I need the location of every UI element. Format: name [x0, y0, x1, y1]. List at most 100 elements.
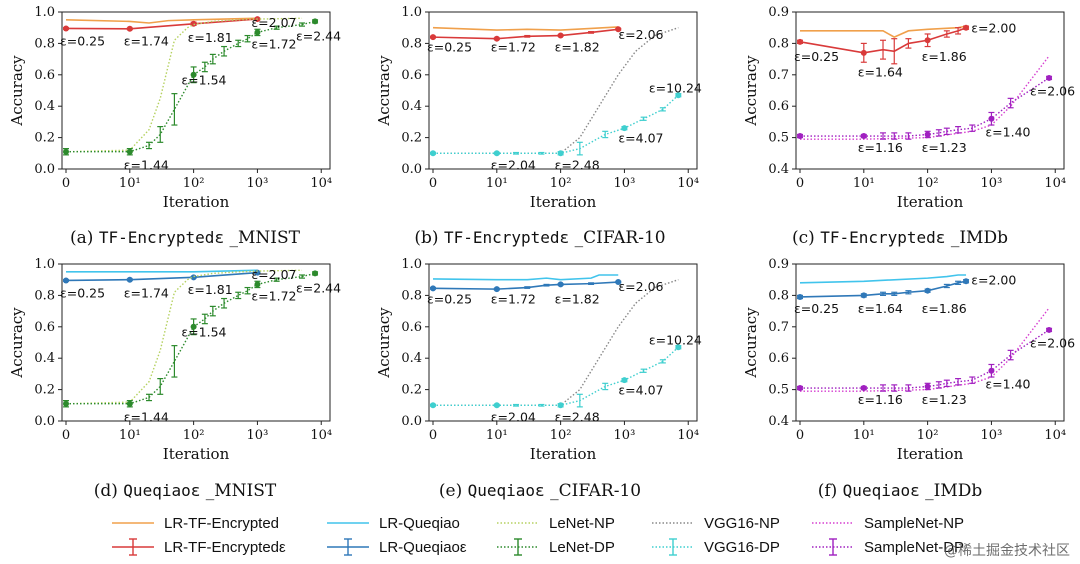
caption-b: (b) TF-Encryptedε _CIFAR-10 [370, 228, 710, 248]
epsilon-annotation: ε=2.04 [491, 157, 536, 172]
data-point [493, 35, 500, 42]
y-tick-label: 0.8 [768, 288, 789, 303]
epsilon-annotation: ε=1.86 [922, 49, 967, 64]
data-point [963, 278, 970, 285]
epsilon-annotation: ε=1.23 [922, 140, 967, 155]
epsilon-annotation: ε=2.48 [555, 409, 600, 424]
data-point [190, 323, 197, 330]
epsilon-annotation: ε=2.06 [618, 27, 663, 42]
epsilon-annotation: ε=1.40 [985, 376, 1030, 391]
epsilon-annotation: ε=1.64 [858, 65, 903, 80]
y-tick-label: 0.6 [34, 68, 55, 83]
epsilon-annotation: ε=1.74 [124, 285, 169, 300]
legend-item-lr-queqiao: LR-Queqiao [325, 512, 460, 534]
y-tick-label: 0.8 [401, 36, 422, 51]
x-axis-label: Iteration [163, 445, 230, 463]
caption-e: (e) Queqiaoε _CIFAR-10 [370, 481, 710, 501]
epsilon-annotation: ε=4.07 [618, 383, 663, 398]
x-axis-label: Iteration [897, 193, 964, 211]
y-tick-label: 0.7 [768, 320, 789, 335]
data-point [63, 277, 69, 284]
data-point [126, 25, 133, 32]
caption-a-mono: TF-Encryptedε [98, 228, 225, 247]
axes: 0.0 0.2 0.4 0.6 0.8 1.0 0 10¹ 10² 10³ 10⁴ Iteration… [375, 257, 699, 463]
series-samplenet-dp [797, 74, 1053, 140]
y-tick-label: 0.6 [401, 68, 422, 83]
data-point [797, 293, 803, 300]
caption-f-suffix: _IMDb [919, 481, 983, 501]
legend-item-samplenet-dp: SampleNet-DP [810, 536, 964, 558]
y-tick-label: 0.2 [401, 383, 422, 398]
series-line-samplenet-np [800, 307, 1050, 392]
data-point [63, 400, 69, 407]
plot-frame [795, 11, 1065, 170]
epsilon-annotation: ε=1.74 [124, 33, 169, 48]
chart-svg-f: 0.4 0.5 0.6 0.7 0.8 0.9 0 10¹ 10² 10³ 10⁴ Iteration… [742, 257, 1075, 463]
axes: 0.4 0.5 0.6 0.7 0.8 0.9 0 10¹ 10² 10³ 10⁴ Iteration… [742, 5, 1066, 211]
legend-swatch-7 [497, 538, 539, 556]
x-tick-label: 10⁴ [677, 428, 699, 443]
x-tick-label: 10³ [614, 176, 636, 191]
caption-b-prefix: (b) [414, 228, 444, 248]
x-tick-label: 10⁴ [677, 176, 699, 191]
chart-panel-c: 0.4 0.5 0.6 0.7 0.8 0.9 0 10¹ 10² 10³ 10⁴ Iteration… [734, 0, 1080, 225]
epsilon-annotation: ε=0.25 [60, 33, 105, 48]
x-tick-label: 0 [62, 176, 70, 191]
series-line-lr-tf-encrypted [432, 26, 619, 31]
x-tick-label: 10³ [247, 428, 269, 443]
series-lr-queqiao-eps [63, 269, 261, 284]
y-tick-label: 0.0 [401, 414, 422, 429]
caption-c-suffix: _IMDb [945, 228, 1008, 248]
epsilon-annotation: ε=2.07 [251, 15, 296, 30]
data-point [963, 24, 970, 31]
data-point [797, 38, 803, 45]
legend-swatch-3 [652, 522, 694, 524]
chart-svg-a: 0.0 0.2 0.4 0.6 0.8 1.0 0 10¹ 10² 10³ 10⁴ Iteration… [8, 5, 341, 211]
y-tick-label: 1.0 [34, 257, 55, 272]
data-point [493, 286, 500, 293]
series-lr-tf-encrypted-eps [63, 16, 261, 32]
series-lr-tf-encrypted-eps [797, 24, 970, 65]
legend-swatch-6 [327, 538, 369, 556]
legend-label-9: SampleNet-DP [864, 538, 965, 556]
caption-c-mono: TF-Encryptedε [820, 228, 946, 247]
caption-d-prefix: (d) [93, 481, 124, 501]
series-line-lr-queqiao [66, 269, 258, 273]
legend-label-6: LR-Queqiaoε [379, 538, 467, 556]
epsilon-annotation: ε=1.72 [251, 36, 296, 51]
series-line-samplenet-np [800, 55, 1050, 140]
data-point [797, 133, 803, 140]
data-point [126, 276, 133, 283]
epsilon-annotation: ε=2.00 [971, 273, 1016, 288]
x-tick-label: 10³ [614, 428, 636, 443]
x-tick-label: 10² [917, 176, 939, 191]
data-point [860, 385, 867, 392]
plot-frame [428, 11, 698, 170]
epsilon-annotation: ε=1.23 [922, 392, 967, 407]
epsilon-annotation: ε=1.72 [251, 288, 296, 303]
data-point [126, 400, 133, 407]
legend-item-lenet-np: LeNet-NP [495, 512, 615, 534]
data-point [493, 150, 500, 157]
y-tick-label: 0.4 [34, 99, 55, 114]
data-point [254, 281, 261, 288]
series-vgg16-dp [430, 344, 682, 409]
epsilon-annotation: ε=1.16 [858, 140, 903, 155]
caption-a-suffix: _MNIST [224, 228, 300, 248]
legend-label-2: LeNet-NP [549, 514, 615, 532]
x-tick-label: 0 [62, 428, 70, 443]
epsilon-annotation: ε=10.24 [649, 332, 702, 347]
epsilon-annotation: ε=1.54 [181, 73, 226, 88]
axes: 0.4 0.5 0.6 0.7 0.8 0.9 0 10¹ 10² 10³ 10⁴ Iteration… [742, 257, 1066, 463]
data-point [254, 29, 261, 36]
axes: 0.0 0.2 0.4 0.6 0.8 1.0 0 10¹ 10² 10³ 10⁴ Iteration… [375, 5, 699, 211]
data-point [924, 287, 931, 294]
chart-panel-b: 0.0 0.2 0.4 0.6 0.8 1.0 0 10¹ 10² 10³ 10⁴ Iteration… [367, 0, 727, 225]
series-lr-tf-encrypted [800, 25, 967, 39]
epsilon-annotation: ε=1.86 [922, 301, 967, 316]
legend-swatch-9 [812, 538, 854, 556]
data-point [860, 49, 867, 56]
data-point [615, 26, 622, 33]
x-tick-label: 10¹ [853, 428, 875, 443]
y-tick-label: 1.0 [401, 257, 422, 272]
